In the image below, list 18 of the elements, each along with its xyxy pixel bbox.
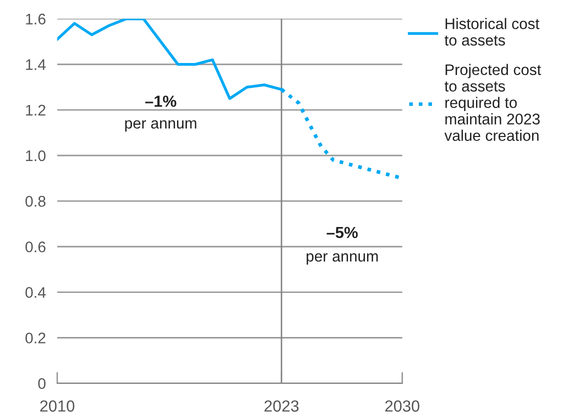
x-tick-label: 2023 — [264, 400, 299, 412]
legend-label: Historical cost to assets — [444, 18, 540, 46]
x-tick-label: 2030 — [385, 400, 420, 412]
y-tick-label: 0 — [38, 378, 46, 389]
y-tick-label: 1.4 — [26, 59, 46, 70]
annotation: per annum — [125, 120, 196, 132]
annotation: –1% — [145, 96, 176, 107]
legend-label: Projected cost to assets required to maintain 2023 value creation — [444, 64, 542, 141]
x-tick-label: 2010 — [40, 400, 74, 412]
y-tick-label: 1.2 — [26, 104, 46, 116]
y-tick-label: 0.6 — [25, 241, 46, 252]
y-tick-label: 0.8 — [25, 196, 46, 207]
y-tick-label: 1.0 — [26, 150, 46, 162]
y-tick-label: 0.2 — [25, 332, 46, 344]
annotation: –5% — [326, 226, 358, 238]
y-tick-label: 1.6 — [26, 14, 46, 24]
y-tick-label: 0.4 — [25, 287, 46, 298]
annotation: per annum — [306, 253, 378, 265]
